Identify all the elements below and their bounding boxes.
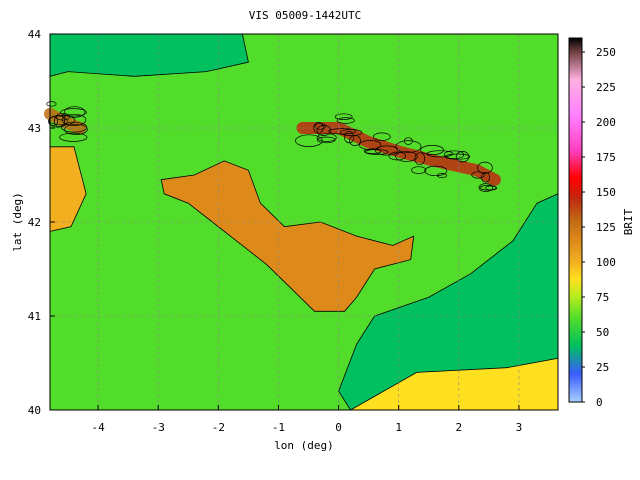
contour-line: [420, 145, 444, 155]
y-tick-label: 43: [28, 122, 41, 135]
contour-line: [455, 151, 470, 163]
contour-line: [388, 151, 407, 161]
colorbar-label: BRIT: [622, 208, 635, 235]
contour-line: [60, 121, 88, 133]
colorbar-tick-label: 225: [596, 81, 616, 94]
chart-title: VIS 05009-1442UTC: [249, 9, 362, 22]
colorbar-tick-label: 250: [596, 46, 616, 59]
y-tick-label: 40: [28, 404, 41, 417]
colorbar-tick-label: 75: [596, 291, 609, 304]
contour-line: [444, 153, 471, 160]
contour-line: [316, 136, 336, 144]
colorbar-tick-label: 50: [596, 326, 609, 339]
contour-line: [314, 122, 326, 130]
contour-line: [334, 113, 353, 120]
contour-line: [424, 165, 448, 177]
contour-line: [59, 132, 88, 142]
contour-line: [414, 152, 426, 166]
y-axis: 40 41 42 43 44: [28, 28, 55, 417]
contour-line: [478, 183, 493, 192]
y-tick-label: 42: [28, 216, 41, 229]
plot-area: [44, 33, 559, 411]
colorbar-tick-label: 0: [596, 396, 603, 409]
x-tick-label: 3: [516, 421, 523, 434]
x-tick-label: -2: [212, 421, 225, 434]
contour-line: [349, 135, 361, 146]
colorbar-tick-label: 175: [596, 151, 616, 164]
contour-line: [479, 185, 497, 191]
contour-line: [316, 133, 337, 142]
colorbar-tick-label: 25: [596, 361, 609, 374]
colorbar-frame: [568, 37, 583, 403]
x-tick-label: -1: [272, 421, 285, 434]
contour-line: [395, 151, 418, 162]
contour-line: [471, 171, 485, 179]
contour-line: [63, 106, 86, 118]
y-axis-label: lat (deg): [11, 192, 24, 252]
colorbar-gradient: [569, 38, 582, 402]
contour-line: [295, 134, 323, 147]
contour-line: [481, 171, 490, 183]
contour-line: [64, 123, 88, 135]
contour-line: [336, 117, 355, 124]
region-ebro-basin: [160, 160, 415, 312]
contour-line: [363, 148, 382, 154]
colorbar-tick-label: 125: [596, 221, 616, 234]
contour-line: [372, 132, 391, 141]
contour-line: [343, 131, 355, 144]
y-tick-label: 44: [28, 28, 42, 41]
contour-line: [364, 149, 389, 155]
contour-line: [46, 101, 57, 107]
contour-line: [436, 173, 448, 178]
x-tick-label: 0: [335, 421, 342, 434]
x-tick-label: -4: [91, 421, 105, 434]
y-tick-label: 41: [28, 310, 41, 323]
contour-line: [60, 108, 87, 117]
contour-line: [395, 140, 422, 153]
x-tick-label: -3: [152, 421, 165, 434]
colorbar-tick-label: 150: [596, 186, 616, 199]
x-tick-label: 1: [395, 421, 402, 434]
contour-line: [411, 166, 427, 174]
colorbar-tick-label: 100: [596, 256, 616, 269]
colorbar: 0 25 50 75 100 125 150 175 200 225 250 BRIT: [568, 37, 635, 409]
contour-line: [403, 137, 413, 145]
region-sea-north: [49, 33, 249, 77]
contour-line: [340, 129, 363, 136]
contour-line: [48, 115, 76, 126]
x-axis: -4 -3 -2 -1 0 1 2 3: [91, 405, 522, 434]
x-tick-label: 2: [455, 421, 462, 434]
colorbar-tick-label: 200: [596, 116, 616, 129]
contour-line: [61, 113, 87, 126]
x-axis-label: lon (deg): [274, 439, 334, 452]
contour-line: [316, 125, 331, 136]
contour-line: [477, 161, 493, 174]
